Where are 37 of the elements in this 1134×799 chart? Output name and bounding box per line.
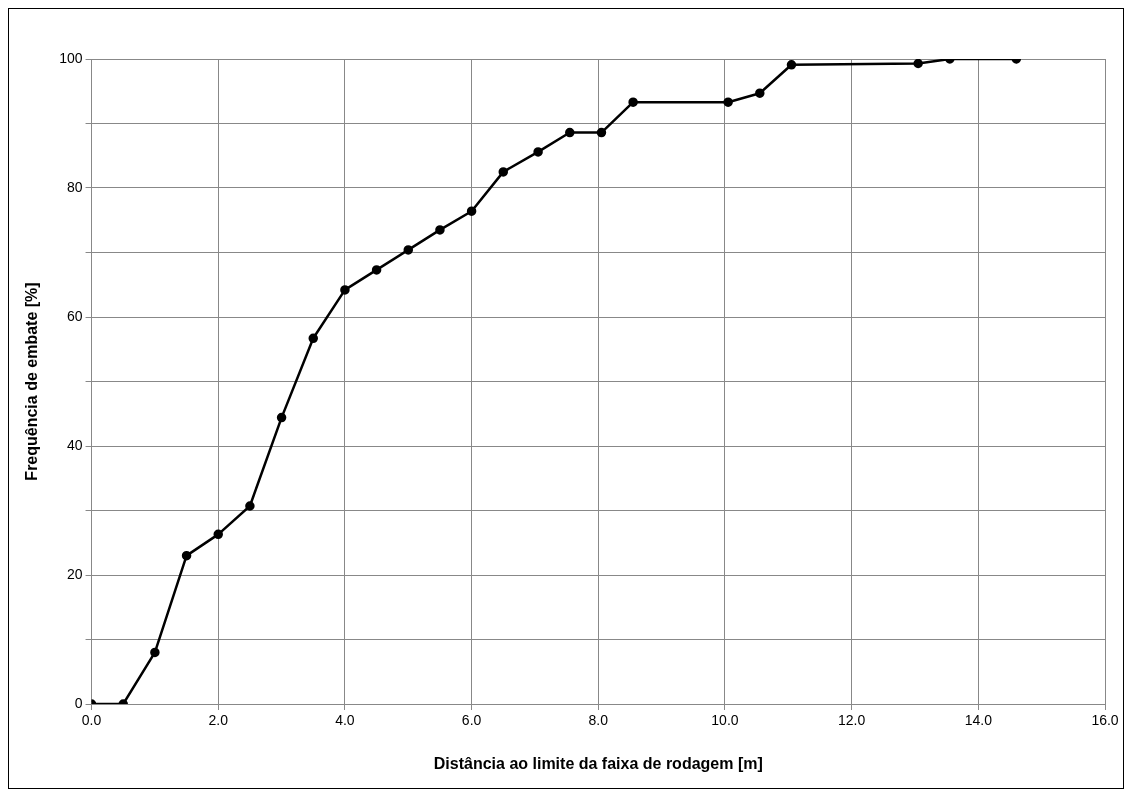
point [913,59,923,69]
y-axis-title: Frequência de embate [%] [23,282,41,481]
y-tick-label: 0 [74,694,83,711]
x-tick-label: 10.0 [711,712,739,729]
x-tick-label: 0.0 [81,712,102,729]
point [308,333,318,344]
y-tick-label: 20 [66,565,83,582]
point [533,147,543,157]
y-tick-label: 60 [66,307,83,324]
x-tick-label: 8.0 [588,712,609,729]
point [723,97,733,107]
point [498,167,509,177]
point [435,225,445,235]
x-tick-label: 16.0 [1091,712,1119,729]
point [786,60,797,70]
point [565,127,575,138]
point [150,647,160,658]
point [181,550,192,561]
point [371,265,382,275]
x-axis-title: Distância ao limite da faixa de rodagem [m] [433,754,763,772]
x-tick-label: 14.0 [964,712,993,729]
x-tick-label: 2.0 [208,712,229,729]
point [213,529,223,540]
point [245,501,255,511]
point [755,88,765,98]
point [466,206,477,216]
x-tick-label: 12.0 [838,712,866,729]
point [403,245,414,255]
x-tick-label: 6.0 [461,712,482,729]
point [628,97,638,107]
y-tick-label: 80 [66,178,83,195]
y-tick-label: 100 [59,49,83,66]
x-tick-label: 4.0 [335,712,355,729]
point [340,285,350,295]
y-tick-label: 40 [66,436,83,453]
point [596,127,607,138]
point [276,412,287,423]
